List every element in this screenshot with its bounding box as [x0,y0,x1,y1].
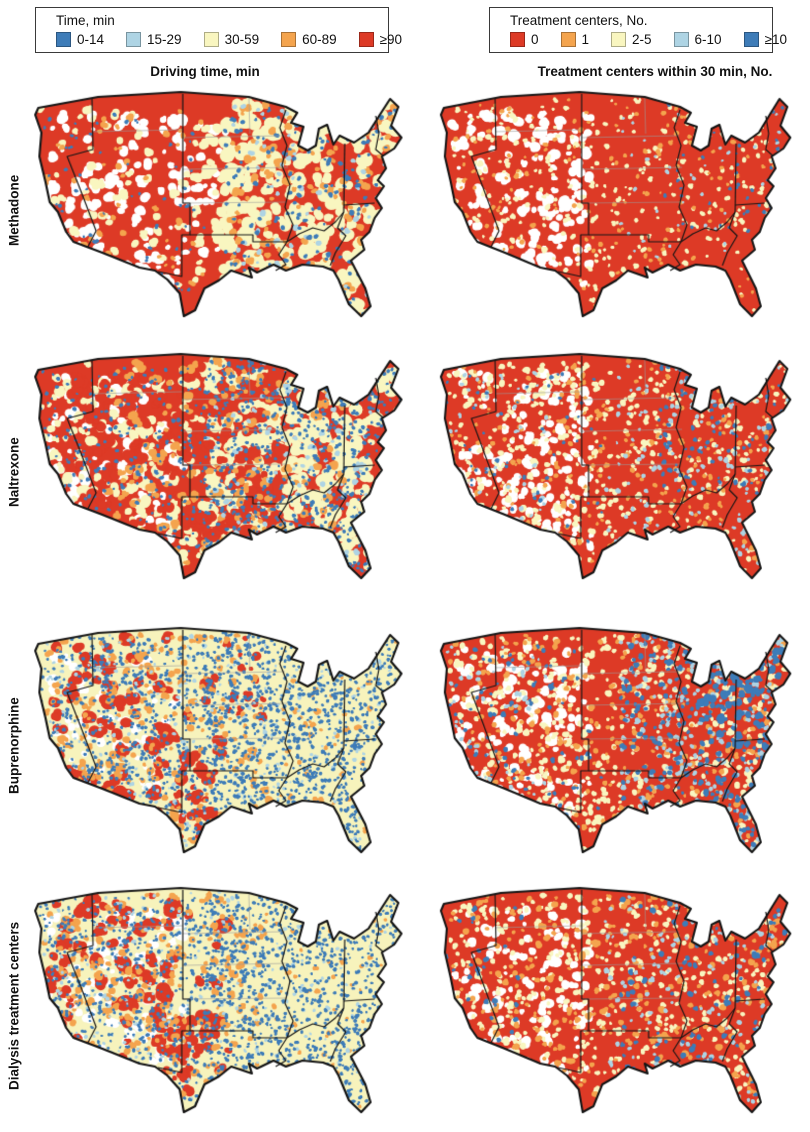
legend-item: 2-5 [611,31,652,47]
map-methadone-centers-count [434,86,808,334]
row-label-methadone: Methadone [6,174,22,246]
legend-swatch [510,31,525,47]
map-dialysis-treatment-centers-centers-count [434,882,808,1130]
column-header-driving-time: Driving time, min [150,64,260,79]
legend-driving-time: Time, min 0-14 15-29 30-59 60-89 ≥90 [35,7,402,53]
legend-treatment-centers: Treatment centers, No. 0 1 2-5 6-10 ≥10 [489,7,787,53]
legend-item: ≥10 [743,31,788,47]
map-dialysis-treatment-centers-driving-time [28,882,420,1130]
map-naltrexone-centers-count [434,348,808,596]
legend-item: 1 [560,31,590,47]
map-methadone-driving-time [28,86,420,334]
map-buprenorphine-driving-time [28,622,420,870]
legend-item-label: 60-89 [302,31,337,47]
legend-item: 0 [510,31,539,47]
legend-item-label: ≥10 [764,31,788,47]
map-naltrexone-driving-time [28,348,420,596]
row-label-dialysis-treatment-centers: Dialysis treatment centers [6,921,22,1091]
legend-swatch [611,31,627,47]
legend-item-label: 0 [531,31,539,47]
row-label-naltrexone: Naltrexone [6,437,22,507]
legend-item-label: ≥90 [379,31,403,47]
legend-items: 0 1 2-5 6-10 ≥10 [510,31,787,47]
legend-item-label: 6-10 [694,31,722,47]
legend-swatch [56,31,71,47]
legend-title: Time, min [56,13,115,28]
legend-swatch [126,31,142,47]
legend-swatch [203,31,219,47]
row-label-buprenorphine: Buprenorphine [6,697,22,795]
legend-swatch [560,31,576,47]
legend-items: 0-14 15-29 30-59 60-89 ≥90 [56,31,402,47]
legend-item-label: 2-5 [632,31,652,47]
legend-swatch [743,31,759,47]
legend-item: 60-89 [281,31,337,47]
legend-item: 0-14 [56,31,105,47]
legend-item-label: 0-14 [77,31,105,47]
legend-swatch [358,31,374,47]
legend-item: 6-10 [673,31,722,47]
legend-item: ≥90 [358,31,403,47]
column-header-treatment-centers: Treatment centers within 30 min, No. [537,64,773,79]
legend-item: 30-59 [203,31,260,47]
legend-item: 15-29 [126,31,182,47]
legend-item-label: 15-29 [147,31,182,47]
legend-title: Treatment centers, No. [510,13,648,28]
legend-swatch [281,31,297,47]
legend-item-label: 30-59 [224,31,260,47]
map-buprenorphine-centers-count [434,622,808,870]
legend-swatch [673,31,689,47]
legend-item-label: 1 [581,31,590,47]
